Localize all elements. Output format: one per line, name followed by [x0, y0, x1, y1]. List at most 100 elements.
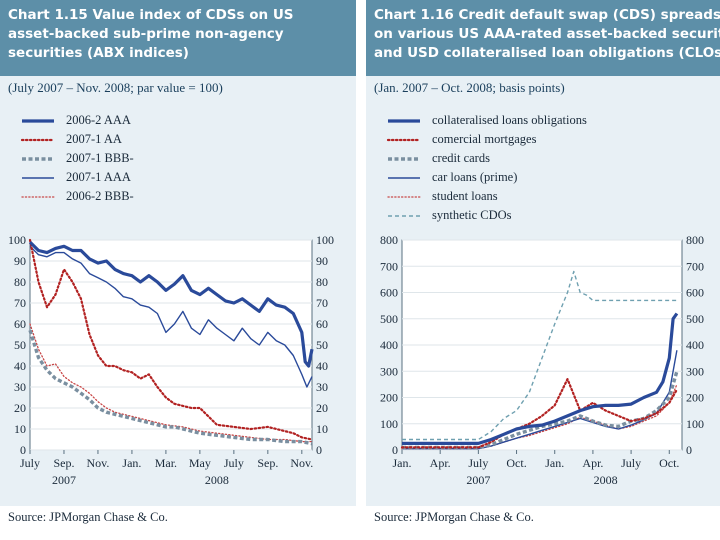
- series-line: [28, 329, 313, 446]
- legend-swatch: [21, 196, 55, 198]
- x-tick-label: Jan.: [545, 456, 564, 470]
- x-tick-label: Sep.: [53, 456, 74, 470]
- y-tick-label-left: 100: [8, 233, 26, 247]
- series-line: [400, 378, 678, 449]
- x-tick-label: Oct.: [506, 456, 526, 470]
- y-tick-label-left: 50: [14, 338, 26, 352]
- y-tick-label-right: 700: [686, 259, 704, 273]
- y-tick-label-right: 10: [316, 422, 328, 436]
- y-tick-label-right: 0: [316, 443, 322, 457]
- y-tick-label-left: 800: [380, 233, 398, 247]
- title-line: on various US AAA-rated asset-backed sec…: [374, 26, 720, 42]
- x-tick-label: Nov.: [87, 456, 110, 470]
- series-line: [402, 270, 677, 441]
- y-tick-label-left: 60: [14, 317, 26, 331]
- x-tick-label: July: [20, 456, 40, 470]
- y-tick-label-left: 30: [14, 380, 26, 394]
- y-tick-label-right: 0: [686, 443, 692, 457]
- y-tick-label-right: 100: [686, 417, 704, 431]
- x-year-label: 2007: [466, 473, 490, 487]
- y-tick-label-right: 300: [686, 364, 704, 378]
- y-tick-label-left: 0: [20, 443, 26, 457]
- x-tick-label: Nov.: [290, 456, 313, 470]
- legend-swatch: [20, 138, 56, 142]
- legend-label: 2007-1 AAA: [66, 170, 131, 184]
- y-tick-label-left: 20: [14, 401, 26, 415]
- left-chart-panel: Chart 1.15 Value index of CDSs on US ass…: [0, 0, 356, 540]
- y-tick-label-left: 400: [380, 338, 398, 352]
- source-note: Source: JPMorgan Chase & Co.: [374, 510, 534, 524]
- legend-swatch: [388, 215, 420, 217]
- y-tick-label-left: 200: [380, 391, 398, 405]
- series-line: [29, 323, 313, 443]
- y-tick-label-right: 90: [316, 254, 328, 268]
- y-tick-label-left: 40: [14, 359, 26, 373]
- y-tick-label-left: 10: [14, 422, 26, 436]
- series-line: [402, 312, 679, 445]
- x-tick-label: Mar.: [155, 456, 177, 470]
- y-tick-label-left: 90: [14, 254, 26, 268]
- x-tick-label: Jan.: [122, 456, 141, 470]
- line-chart-abx: 0 0 10 10 20 20 30 30 40 40 50 50 60 60 70 70 80 80 90 90 10…: [8, 233, 334, 487]
- x-tick-label: Oct.: [659, 456, 679, 470]
- y-tick-label-right: 80: [316, 275, 328, 289]
- y-tick-label-right: 800: [686, 233, 704, 247]
- y-tick-label-right: 400: [686, 338, 704, 352]
- x-year-label: 2008: [205, 473, 229, 487]
- source-note: Source: JPMorgan Chase & Co.: [8, 510, 168, 524]
- y-tick-label-left: 70: [14, 296, 26, 310]
- y-tick-label-left: 500: [380, 312, 398, 326]
- legend-swatch: [22, 157, 54, 161]
- x-tick-label: Apr.: [582, 456, 603, 470]
- legend-swatch: [22, 119, 54, 123]
- legend-label: 2006-2 BBB-: [66, 189, 134, 203]
- legend-label: car loans (prime): [432, 170, 518, 184]
- title-line: Chart 1.16 Credit default swap (CDS) spr…: [374, 7, 720, 23]
- y-tick-label-left: 700: [380, 259, 398, 273]
- legend-label: 2007-1 BBB-: [66, 151, 134, 165]
- x-tick-label: July: [621, 456, 641, 470]
- y-tick-label-right: 30: [316, 380, 328, 394]
- y-tick-label-right: 60: [316, 317, 328, 331]
- chart-title: Chart 1.15 Value index of CDSs on US ass…: [0, 0, 356, 76]
- legend-swatch: [387, 196, 421, 198]
- x-tick-label: May: [189, 456, 211, 470]
- y-tick-label-left: 300: [380, 364, 398, 378]
- legend-swatch: [22, 177, 54, 179]
- x-year-label: 2008: [594, 473, 618, 487]
- y-tick-label-right: 200: [686, 391, 704, 405]
- x-tick-label: July: [224, 456, 244, 470]
- chart-subtitle: (July 2007 – Nov. 2008; par value = 100): [8, 80, 223, 95]
- y-tick-label-right: 50: [316, 338, 328, 352]
- y-tick-label-left: 80: [14, 275, 26, 289]
- legend-swatch: [388, 157, 420, 161]
- legend-label: comercial mortgages: [432, 132, 537, 146]
- right-chart-panel: Chart 1.16 Credit default swap (CDS) spr…: [366, 0, 720, 540]
- series-line: [29, 245, 313, 388]
- legend-swatch: [388, 177, 420, 179]
- title-line: and USD collateralised loan obligations …: [374, 45, 720, 61]
- y-tick-label-right: 600: [686, 286, 704, 300]
- line-chart-cds: 0 0 100 100 200 200 300 300 400 400 500 500 600 600 70…: [380, 233, 704, 487]
- y-tick-label-left: 100: [380, 417, 398, 431]
- title-line: asset-backed sub-prime non-agency: [8, 26, 284, 42]
- legend-swatch: [386, 138, 422, 142]
- legend-swatch: [388, 119, 420, 123]
- legend-label: credit cards: [432, 151, 490, 165]
- y-tick-label-left: 0: [392, 443, 398, 457]
- y-tick-label-right: 500: [686, 312, 704, 326]
- legend-label: 2007-1 AA: [66, 132, 122, 146]
- x-tick-label: July: [468, 456, 488, 470]
- title-line: Chart 1.15 Value index of CDSs on US: [8, 7, 294, 23]
- title-line: securities (ABX indices): [8, 45, 189, 61]
- legend-label: synthetic CDOs: [432, 208, 512, 222]
- legend-label: 2006-2 AAA: [66, 113, 131, 127]
- series-line: [28, 238, 314, 441]
- legend-label: student loans: [432, 189, 498, 203]
- x-tick-label: Jan.: [393, 456, 412, 470]
- series-line: [28, 240, 314, 368]
- chart-subtitle: (Jan. 2007 – Oct. 2008; basis points): [374, 80, 565, 95]
- y-tick-label-right: 70: [316, 296, 328, 310]
- x-year-label: 2007: [52, 473, 76, 487]
- x-tick-label: Apr.: [430, 456, 451, 470]
